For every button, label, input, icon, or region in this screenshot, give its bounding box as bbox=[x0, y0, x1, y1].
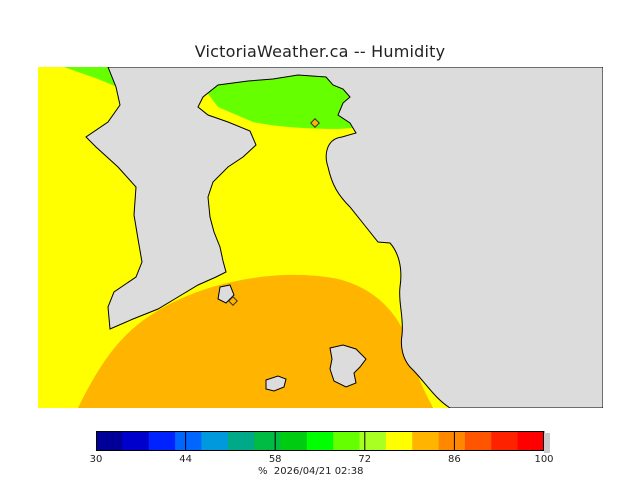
legend-bin-12 bbox=[412, 431, 440, 451]
legend-caption: % 2026/04/21 02:38 bbox=[258, 466, 364, 477]
legend-tick-label-5: 100 bbox=[534, 454, 554, 465]
legend-tick-label-3: 72 bbox=[358, 454, 372, 465]
land-west-shore bbox=[38, 67, 93, 408]
legend-bin-1 bbox=[122, 431, 150, 451]
legend-tick-label-4: 86 bbox=[448, 454, 461, 465]
legend-tick-label-0: 30 bbox=[89, 454, 103, 465]
legend-border bbox=[96, 431, 544, 451]
legend-bin-11 bbox=[385, 431, 413, 451]
legend-bin-2 bbox=[148, 431, 176, 451]
legend-tick-label-1: 44 bbox=[179, 454, 192, 465]
legend-timestamp: 2026/04/21 02:38 bbox=[273, 466, 364, 477]
legend-bin-6 bbox=[254, 431, 281, 451]
humidity-map bbox=[38, 67, 603, 408]
legend-bin-3 bbox=[175, 431, 202, 451]
island-east bbox=[329, 344, 367, 388]
humidity-zone-green-nw bbox=[64, 67, 122, 89]
legend-bin-13 bbox=[438, 431, 466, 451]
station-marker-north[interactable] bbox=[310, 118, 320, 128]
legend-shadow bbox=[544, 433, 550, 453]
legend-bin-9 bbox=[333, 431, 361, 451]
chart-title: VictoriaWeather.ca -- Humidity bbox=[194, 42, 446, 61]
legend-bin-15 bbox=[491, 431, 519, 451]
island-south bbox=[265, 375, 287, 392]
legend-bin-0 bbox=[96, 431, 123, 451]
legend-bin-16 bbox=[517, 431, 545, 451]
legend-bin-8 bbox=[306, 431, 334, 451]
legend-bin-14 bbox=[464, 431, 492, 451]
legend-bin-10 bbox=[359, 431, 387, 451]
legend-bin-4 bbox=[201, 431, 229, 451]
island-inlet bbox=[217, 284, 235, 304]
land-mainland bbox=[85, 67, 603, 408]
station-marker-victoria[interactable] bbox=[228, 296, 238, 306]
humidity-legend bbox=[96, 431, 550, 453]
legend-unit: % bbox=[258, 466, 268, 477]
legend-tick-label-2: 58 bbox=[268, 454, 282, 465]
legend-bin-7 bbox=[280, 431, 308, 451]
legend-bin-5 bbox=[227, 431, 255, 451]
